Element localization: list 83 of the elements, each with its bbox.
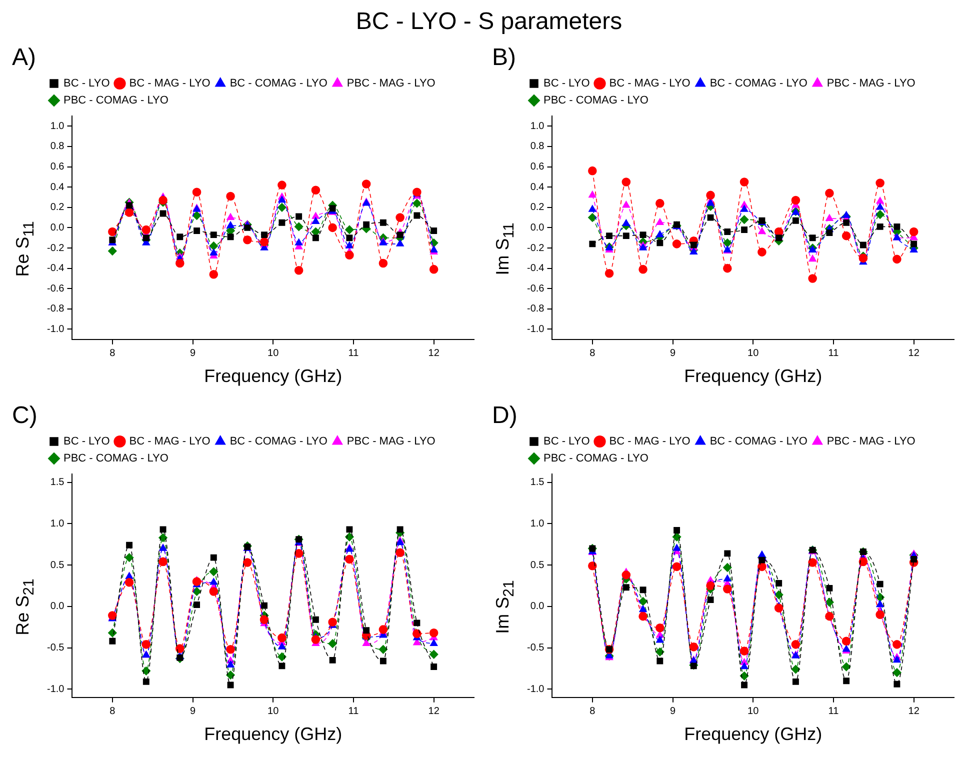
x-tick-label: 10 <box>748 706 760 718</box>
y-tick-label: -0.8 <box>526 304 545 315</box>
x-tick-label: 11 <box>348 706 360 718</box>
y-tick-label: -0.2 <box>46 242 65 254</box>
x-tick-label: 9 <box>670 706 676 718</box>
x-tick-label: 12 <box>428 348 440 360</box>
x-tick-label: 10 <box>268 706 280 718</box>
y-tick-label: 0.2 <box>530 202 545 214</box>
x-tick-label: 9 <box>670 348 676 360</box>
y-tick-label: 1.5 <box>50 477 65 488</box>
legend-label: PBC - MAG - LYO <box>826 78 916 90</box>
legend-label: BC - COMAG - LYO <box>230 78 328 90</box>
y-tick-label: -1.0 <box>46 324 65 335</box>
y-tick-label: 0.0 <box>530 601 545 612</box>
legend-label: BC - LYO <box>544 78 590 90</box>
y-tick-label: 0.0 <box>530 222 545 234</box>
x-tick-label: 12 <box>908 706 920 718</box>
x-tick-label: 11 <box>828 706 840 718</box>
x-axis-title: Frequency (GHz) <box>204 724 342 744</box>
x-tick-label: 12 <box>908 348 920 360</box>
y-tick-label: -0.5 <box>46 642 65 654</box>
y-tick-label: -0.4 <box>46 263 65 274</box>
chart-title: B) <box>492 44 516 72</box>
legend-label: PBC - COMAG - LYO <box>64 94 169 107</box>
chart-title: D) <box>492 402 518 430</box>
y-tick-label: -1.0 <box>526 684 545 695</box>
x-tick-label: 10 <box>268 348 280 360</box>
legend-label: BC - LYO <box>544 436 590 448</box>
legend-label: BC - MAG - LYO <box>129 78 211 90</box>
text: BC - LYO - S parameters <box>354 8 624 37</box>
y-tick-label: 0.4 <box>50 182 65 193</box>
y-tick-label: 0.6 <box>530 162 545 173</box>
y-tick-label: -0.4 <box>526 263 545 274</box>
legend-label: PBC - MAG - LYO <box>826 436 916 448</box>
x-axis-title: Frequency (GHz) <box>204 366 342 386</box>
y-tick-label: 0.8 <box>530 141 545 152</box>
x-tick-label: 8 <box>590 348 596 360</box>
y-tick-label: 0.0 <box>50 601 65 612</box>
y-tick-label: -0.2 <box>526 242 545 254</box>
chart-title: A) <box>12 44 36 72</box>
y-tick-label: 0.0 <box>50 222 65 234</box>
y-tick-label: 1.0 <box>530 120 545 132</box>
y-tick-label: 0.6 <box>50 162 65 173</box>
x-tick-label: 9 <box>190 348 196 360</box>
y-tick-label: 0.5 <box>50 560 65 571</box>
legend-label: BC - MAG - LYO <box>129 436 211 448</box>
x-tick-label: 8 <box>110 348 116 360</box>
y-tick-label: -1.0 <box>526 324 545 335</box>
y-tick-label: 1.5 <box>530 477 545 488</box>
y-tick-label: 0.4 <box>530 182 545 193</box>
legend-label: PBC - MAG - LYO <box>346 436 436 448</box>
y-tick-label: 0.8 <box>50 141 65 152</box>
y-tick-label: -0.6 <box>526 283 545 294</box>
y-tick-label: -0.6 <box>46 283 65 294</box>
chart-title: C) <box>12 402 38 430</box>
legend-label: PBC - MAG - LYO <box>346 78 436 90</box>
legend-label: BC - MAG - LYO <box>609 78 691 90</box>
legend-label: BC - LYO <box>64 436 110 448</box>
x-tick-label: 8 <box>110 706 116 718</box>
x-axis-title: Frequency (GHz) <box>684 366 822 386</box>
x-tick-label: 11 <box>348 348 360 360</box>
legend-label: PBC - COMAG - LYO <box>64 452 169 465</box>
y-tick-label: 1.0 <box>50 120 65 132</box>
legend-label: PBC - COMAG - LYO <box>544 94 649 107</box>
y-tick-label: 1.0 <box>530 518 545 530</box>
x-axis-title: Frequency (GHz) <box>684 724 822 744</box>
legend-label: PBC - COMAG - LYO <box>544 452 649 465</box>
y-tick-label: 0.2 <box>50 202 65 214</box>
x-tick-label: 11 <box>828 348 840 360</box>
y-tick-label: -0.5 <box>526 642 545 654</box>
legend-label: BC - COMAG - LYO <box>710 436 808 448</box>
y-tick-label: 0.5 <box>530 560 545 571</box>
legend-label: BC - LYO <box>64 78 110 90</box>
x-tick-label: 9 <box>190 706 196 718</box>
legend-label: BC - MAG - LYO <box>609 436 691 448</box>
legend-label: BC - COMAG - LYO <box>230 436 328 448</box>
y-tick-label: 1.0 <box>50 518 65 530</box>
x-tick-label: 8 <box>590 706 596 718</box>
y-tick-label: -1.0 <box>46 684 65 695</box>
y-tick-label: -0.8 <box>46 304 65 315</box>
legend-label: BC - COMAG - LYO <box>710 78 808 90</box>
x-tick-label: 12 <box>428 706 440 718</box>
x-tick-label: 10 <box>748 348 760 360</box>
